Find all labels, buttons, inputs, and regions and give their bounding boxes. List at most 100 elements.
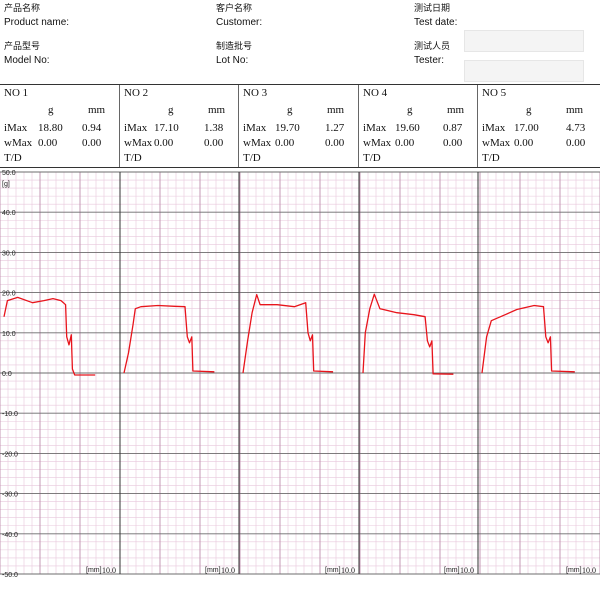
wmax-g: 0.00 <box>154 137 174 149</box>
unit-g: g <box>526 104 532 116</box>
unit-g: g <box>48 104 54 116</box>
y-tick-label: -50.0 <box>2 572 18 579</box>
y-tick-label: 0.0 <box>2 371 12 378</box>
lot-cn: 制造批号 <box>216 42 253 52</box>
imax-g: 17.10 <box>154 122 179 134</box>
x-axis-unit: [mm] <box>444 567 460 574</box>
wmax-g: 0.00 <box>275 137 295 149</box>
x-axis-unit: [mm] <box>86 567 102 574</box>
sample-title: NO 4 <box>363 87 388 99</box>
wmax-mm: 0.00 <box>566 137 586 149</box>
td-label: T/D <box>482 152 500 164</box>
wmax-label: wMax <box>482 137 511 149</box>
series-lines <box>3 293 575 376</box>
wmax-g: 0.00 <box>514 137 534 149</box>
sample-panel-4: NO 4 g mm iMax 19.60 0.87 wMax 0.00 0.00… <box>359 85 478 167</box>
y-tick-label: -40.0 <box>2 532 18 539</box>
td-label: T/D <box>363 152 381 164</box>
testdate-value-box <box>464 30 584 52</box>
sample-panel-5: NO 5 g mm iMax 17.00 4.73 wMax 0.00 0.00… <box>478 85 600 167</box>
imax-g: 19.60 <box>395 122 420 134</box>
y-tick-label: 30.0 <box>2 250 16 257</box>
tester-cn: 测试人员 <box>414 42 451 52</box>
chart-grid <box>0 171 600 575</box>
wmax-g: 0.00 <box>395 137 415 149</box>
wmax-label: wMax <box>124 137 153 149</box>
unit-mm: mm <box>88 104 106 116</box>
series-line-3 <box>242 293 334 374</box>
force-displacement-chart: 50.0 40.0 30.0 20.0 10.0 0.0 -10.0 -20.0 -30.0 -4… <box>0 170 600 579</box>
model-label: Model No: <box>4 55 50 66</box>
sample-title: NO 3 <box>243 87 268 99</box>
wmax-g: 0.00 <box>38 137 58 149</box>
y-tick-label: 10.0 <box>2 331 16 338</box>
sample-title: NO 2 <box>124 87 149 99</box>
sample-title: NO 1 <box>4 87 29 99</box>
y-tick-label: -20.0 <box>2 451 18 458</box>
x-axis-max-label: 10.0 <box>582 566 596 575</box>
wmax-label: wMax <box>363 137 392 149</box>
imax-label: iMax <box>482 122 506 134</box>
series-line-1 <box>3 296 96 376</box>
customer-label: Customer: <box>216 17 263 28</box>
imax-mm: 1.27 <box>325 122 345 134</box>
wmax-mm: 0.00 <box>325 137 345 149</box>
wmax-mm: 0.00 <box>82 137 102 149</box>
lot-label: Lot No: <box>216 55 249 66</box>
wmax-label: wMax <box>243 137 272 149</box>
unit-mm: mm <box>447 104 465 116</box>
y-axis-unit: [g] <box>2 181 10 188</box>
panel-dividers <box>119 172 479 574</box>
x-axis-max-label: 10.0 <box>341 566 355 575</box>
imax-label: iMax <box>243 122 267 134</box>
x-axis-unit: [mm] <box>205 567 221 574</box>
customer-cn: 客户名称 <box>216 4 253 14</box>
unit-mm: mm <box>208 104 226 116</box>
tester-label: Tester: <box>414 55 445 66</box>
y-tick-labels: 50.0 40.0 30.0 20.0 10.0 0.0 -10.0 -20.0 -30.0 -4… <box>2 170 18 579</box>
testdate-label: Test date: <box>414 17 458 28</box>
imax-mm: 0.87 <box>443 122 463 134</box>
sample-stats-table: NO 1 g mm iMax 18.80 0.94 wMax 0.00 0.00… <box>0 84 600 168</box>
sample-panel-1: NO 1 g mm iMax 18.80 0.94 wMax 0.00 0.00… <box>0 85 120 167</box>
td-label: T/D <box>243 152 261 164</box>
x-axis-unit: [mm] <box>325 567 341 574</box>
y-tick-label: -30.0 <box>2 492 18 499</box>
report-header: 产品名称 Product name: 产品型号 Model No: 客户名称 C… <box>0 0 600 84</box>
imax-g: 18.80 <box>38 122 63 134</box>
unit-g: g <box>168 104 174 116</box>
testdate-cn: 测试日期 <box>414 4 451 14</box>
x-axis-max-label: 10.0 <box>102 566 116 575</box>
y-tick-label: 20.0 <box>2 291 16 298</box>
unit-g: g <box>287 104 293 116</box>
wmax-label: wMax <box>4 137 33 149</box>
y-tick-label: -10.0 <box>2 411 18 418</box>
x-axis-max-label: 10.0 <box>460 566 474 575</box>
td-label: T/D <box>124 152 142 164</box>
y-tick-label: 40.0 <box>2 210 16 217</box>
unit-mm: mm <box>566 104 584 116</box>
model-cn: 产品型号 <box>4 42 41 52</box>
x-axis-labels: [mm] 10.0 [mm] 10.0 [mm] 10.0 [mm] 10.0 [mm] 10.0 <box>86 566 596 575</box>
imax-label: iMax <box>363 122 387 134</box>
series-line-5 <box>481 304 575 374</box>
series-line-4 <box>362 293 454 375</box>
product-name-cn: 产品名称 <box>4 4 41 14</box>
product-name-label: Product name: <box>4 17 70 28</box>
x-axis-max-label: 10.0 <box>221 566 235 575</box>
imax-label: iMax <box>4 122 28 134</box>
wmax-mm: 0.00 <box>204 137 224 149</box>
sample-title: NO 5 <box>482 87 507 99</box>
td-label: T/D <box>4 152 22 164</box>
sample-panel-2: NO 2 g mm iMax 17.10 1.38 wMax 0.00 0.00… <box>120 85 239 167</box>
imax-g: 19.70 <box>275 122 300 134</box>
imax-mm: 1.38 <box>204 122 224 134</box>
tester-value-box <box>464 60 584 82</box>
wmax-mm: 0.00 <box>443 137 463 149</box>
unit-g: g <box>407 104 413 116</box>
sample-panel-3: NO 3 g mm iMax 19.70 1.27 wMax 0.00 0.00… <box>239 85 359 167</box>
unit-mm: mm <box>327 104 345 116</box>
series-line-2 <box>123 304 215 374</box>
x-axis-unit: [mm] <box>566 567 582 574</box>
imax-g: 17.00 <box>514 122 539 134</box>
